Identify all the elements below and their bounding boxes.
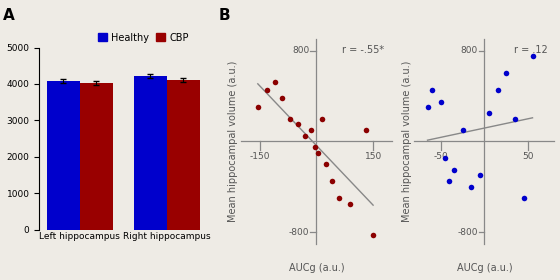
- Point: [445, 179, 454, 183]
- Point: [519, 196, 528, 200]
- Text: 800: 800: [460, 46, 478, 55]
- Bar: [166, 80, 199, 230]
- Point: [306, 128, 315, 132]
- Bar: [80, 83, 113, 230]
- Point: [310, 145, 319, 149]
- Bar: [47, 81, 80, 230]
- Point: [334, 196, 343, 200]
- Text: -50: -50: [433, 152, 448, 161]
- Point: [346, 202, 355, 206]
- Y-axis label: Mean hippocampal volume (a.u.): Mean hippocampal volume (a.u.): [228, 61, 238, 222]
- Point: [423, 105, 432, 109]
- Text: -150: -150: [249, 152, 270, 161]
- Point: [368, 232, 377, 237]
- Point: [301, 134, 310, 138]
- Point: [441, 156, 450, 161]
- Point: [475, 173, 484, 178]
- Point: [293, 122, 302, 127]
- Point: [327, 179, 336, 183]
- X-axis label: AUCg (a.u.): AUCg (a.u.): [456, 263, 512, 273]
- Point: [318, 116, 326, 121]
- Text: 50: 50: [522, 152, 534, 161]
- Legend: Healthy, CBP: Healthy, CBP: [94, 29, 193, 46]
- Point: [484, 111, 493, 115]
- Text: B: B: [218, 8, 230, 23]
- Point: [528, 54, 537, 59]
- Text: r = .12: r = .12: [514, 45, 547, 55]
- Bar: [134, 76, 166, 230]
- Point: [286, 116, 295, 121]
- Y-axis label: Mean hippocampal volume (a.u.): Mean hippocampal volume (a.u.): [402, 61, 412, 222]
- Point: [467, 185, 476, 189]
- Text: 150: 150: [365, 152, 382, 161]
- Point: [511, 116, 520, 121]
- Point: [253, 105, 262, 109]
- Point: [436, 99, 445, 104]
- Text: -800: -800: [288, 228, 309, 237]
- Point: [321, 162, 330, 166]
- Point: [278, 96, 287, 101]
- Point: [493, 88, 502, 92]
- X-axis label: AUCg (a.u.): AUCg (a.u.): [288, 263, 344, 273]
- Text: 800: 800: [292, 46, 309, 55]
- Point: [314, 151, 323, 155]
- Text: r = -.55*: r = -.55*: [342, 45, 384, 55]
- Point: [427, 88, 436, 92]
- Text: A: A: [3, 8, 15, 23]
- Point: [263, 88, 272, 92]
- Point: [502, 71, 511, 76]
- Point: [361, 128, 370, 132]
- Point: [458, 128, 467, 132]
- Y-axis label: Volume (cubic milimeters): Volume (cubic milimeters): [0, 79, 1, 198]
- Point: [449, 167, 458, 172]
- Text: -800: -800: [457, 228, 478, 237]
- Point: [270, 80, 279, 85]
